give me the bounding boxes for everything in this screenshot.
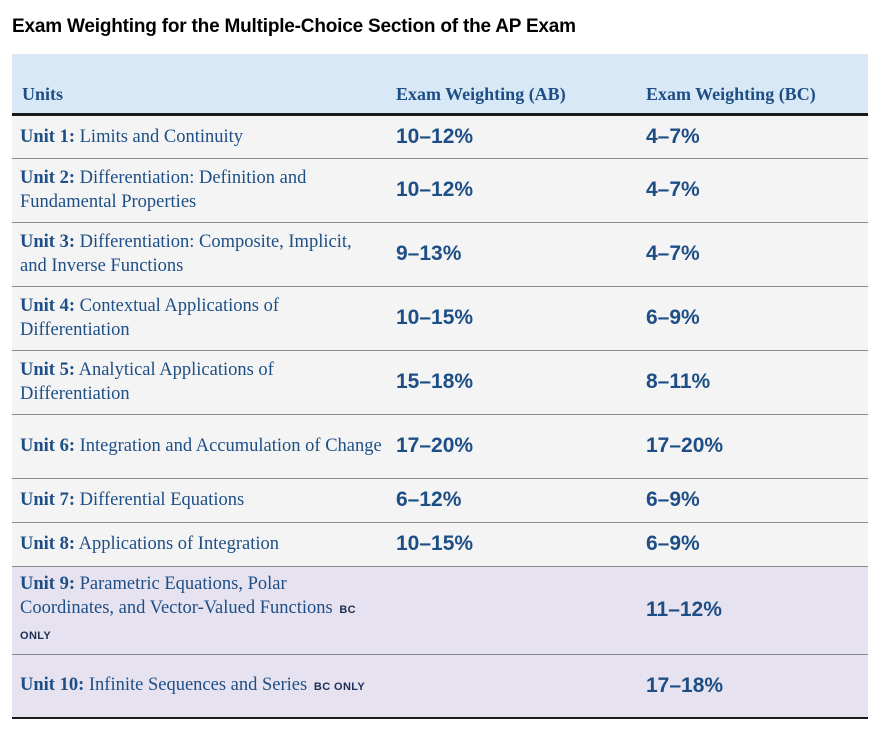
bc-weighting: 4–7%: [636, 158, 868, 223]
unit-title: Analytical Applications of Differentiati…: [20, 360, 274, 404]
table-row: Unit 6: Integration and Accumulation of …: [12, 414, 868, 479]
bc-weighting: 11–12%: [636, 566, 868, 655]
bc-only-badge: BC ONLY: [20, 604, 357, 642]
bc-weighting: 4–7%: [636, 114, 868, 159]
unit-number: Unit 6:: [20, 436, 75, 456]
ab-weighting: 9–13%: [386, 222, 636, 287]
unit-title: Infinite Sequences and Series: [88, 674, 308, 695]
table-header-row: Units Exam Weighting (AB) Exam Weighting…: [12, 54, 868, 116]
bc-weighting: 6–9%: [636, 286, 868, 351]
ab-weighting: 17–20%: [386, 414, 636, 479]
unit-number: Unit 2:: [20, 168, 75, 188]
unit-title: Applications of Integration: [78, 534, 279, 554]
exam-weighting-table: Units Exam Weighting (AB) Exam Weighting…: [12, 54, 868, 719]
page-title: Exam Weighting for the Multiple-Choice S…: [12, 16, 576, 37]
bc-weighting: 17–18%: [636, 654, 868, 719]
table-row: Unit 2: Differentiation: Definition and …: [12, 158, 868, 223]
unit-cell: Unit 7: Differential Equations: [12, 478, 386, 523]
unit-cell: Unit 1: Limits and Continuity: [12, 114, 386, 159]
unit-number: Unit 5:: [20, 360, 75, 380]
bc-weighting: 4–7%: [636, 222, 868, 287]
table-row: Unit 1: Limits and Continuity 10–12% 4–7%: [12, 114, 868, 159]
ab-weighting: 10–15%: [386, 522, 636, 567]
unit-cell: Unit 2: Differentiation: Definition and …: [12, 158, 386, 223]
header-units: Units: [12, 54, 386, 116]
unit-cell: Unit 10: Infinite Sequences and Series B…: [12, 654, 386, 719]
unit-cell: Unit 3: Differentiation: Composite, Impl…: [12, 222, 386, 287]
ab-weighting: 10–12%: [386, 114, 636, 159]
unit-title: Contextual Applications of Differentiati…: [20, 296, 279, 340]
bc-weighting: 8–11%: [636, 350, 868, 415]
table-row: Unit 8: Applications of Integration 10–15…: [12, 522, 868, 567]
unit-cell: Unit 4: Contextual Applications of Diffe…: [12, 286, 386, 351]
unit-title: Integration and Accumulation of Change: [79, 436, 382, 456]
unit-title: Parametric Equations, Polar Coordinates,…: [20, 574, 333, 618]
unit-number: Unit 10:: [20, 674, 85, 695]
table-row: Unit 9: Parametric Equations, Polar Coor…: [12, 566, 868, 655]
unit-cell: Unit 9: Parametric Equations, Polar Coor…: [12, 566, 386, 655]
ab-weighting: 10–15%: [386, 286, 636, 351]
header-ab: Exam Weighting (AB): [386, 54, 636, 116]
bc-weighting: 17–20%: [636, 414, 868, 479]
unit-number: Unit 9:: [20, 574, 75, 594]
unit-cell: Unit 8: Applications of Integration: [12, 522, 386, 567]
table-row: Unit 7: Differential Equations 6–12% 6–9%: [12, 478, 868, 523]
ab-weighting: 6–12%: [386, 478, 636, 523]
header-bc: Exam Weighting (BC): [636, 54, 868, 116]
ab-weighting: 15–18%: [386, 350, 636, 415]
unit-title: Differentiation: Composite, Implicit, an…: [20, 232, 352, 276]
ab-weighting: [386, 566, 636, 655]
table-row: Unit 5: Analytical Applications of Diffe…: [12, 350, 868, 415]
unit-number: Unit 8:: [20, 534, 75, 554]
unit-number: Unit 1:: [20, 126, 75, 147]
unit-title: Differential Equations: [79, 490, 245, 510]
unit-title: Limits and Continuity: [79, 126, 244, 147]
ab-weighting: [386, 654, 636, 719]
unit-number: Unit 7:: [20, 490, 75, 510]
unit-cell: Unit 5: Analytical Applications of Diffe…: [12, 350, 386, 415]
unit-title: Differentiation: Definition and Fundamen…: [20, 168, 307, 212]
table-row: Unit 4: Contextual Applications of Diffe…: [12, 286, 868, 351]
table-row: Unit 3: Differentiation: Composite, Impl…: [12, 222, 868, 287]
table-row: Unit 10: Infinite Sequences and Series B…: [12, 654, 868, 719]
ab-weighting: 10–12%: [386, 158, 636, 223]
bc-only-badge: BC ONLY: [313, 680, 366, 693]
unit-number: Unit 3:: [20, 232, 75, 252]
unit-number: Unit 4:: [20, 296, 75, 316]
bc-weighting: 6–9%: [636, 522, 868, 567]
bc-weighting: 6–9%: [636, 478, 868, 523]
unit-cell: Unit 6: Integration and Accumulation of …: [12, 414, 386, 479]
